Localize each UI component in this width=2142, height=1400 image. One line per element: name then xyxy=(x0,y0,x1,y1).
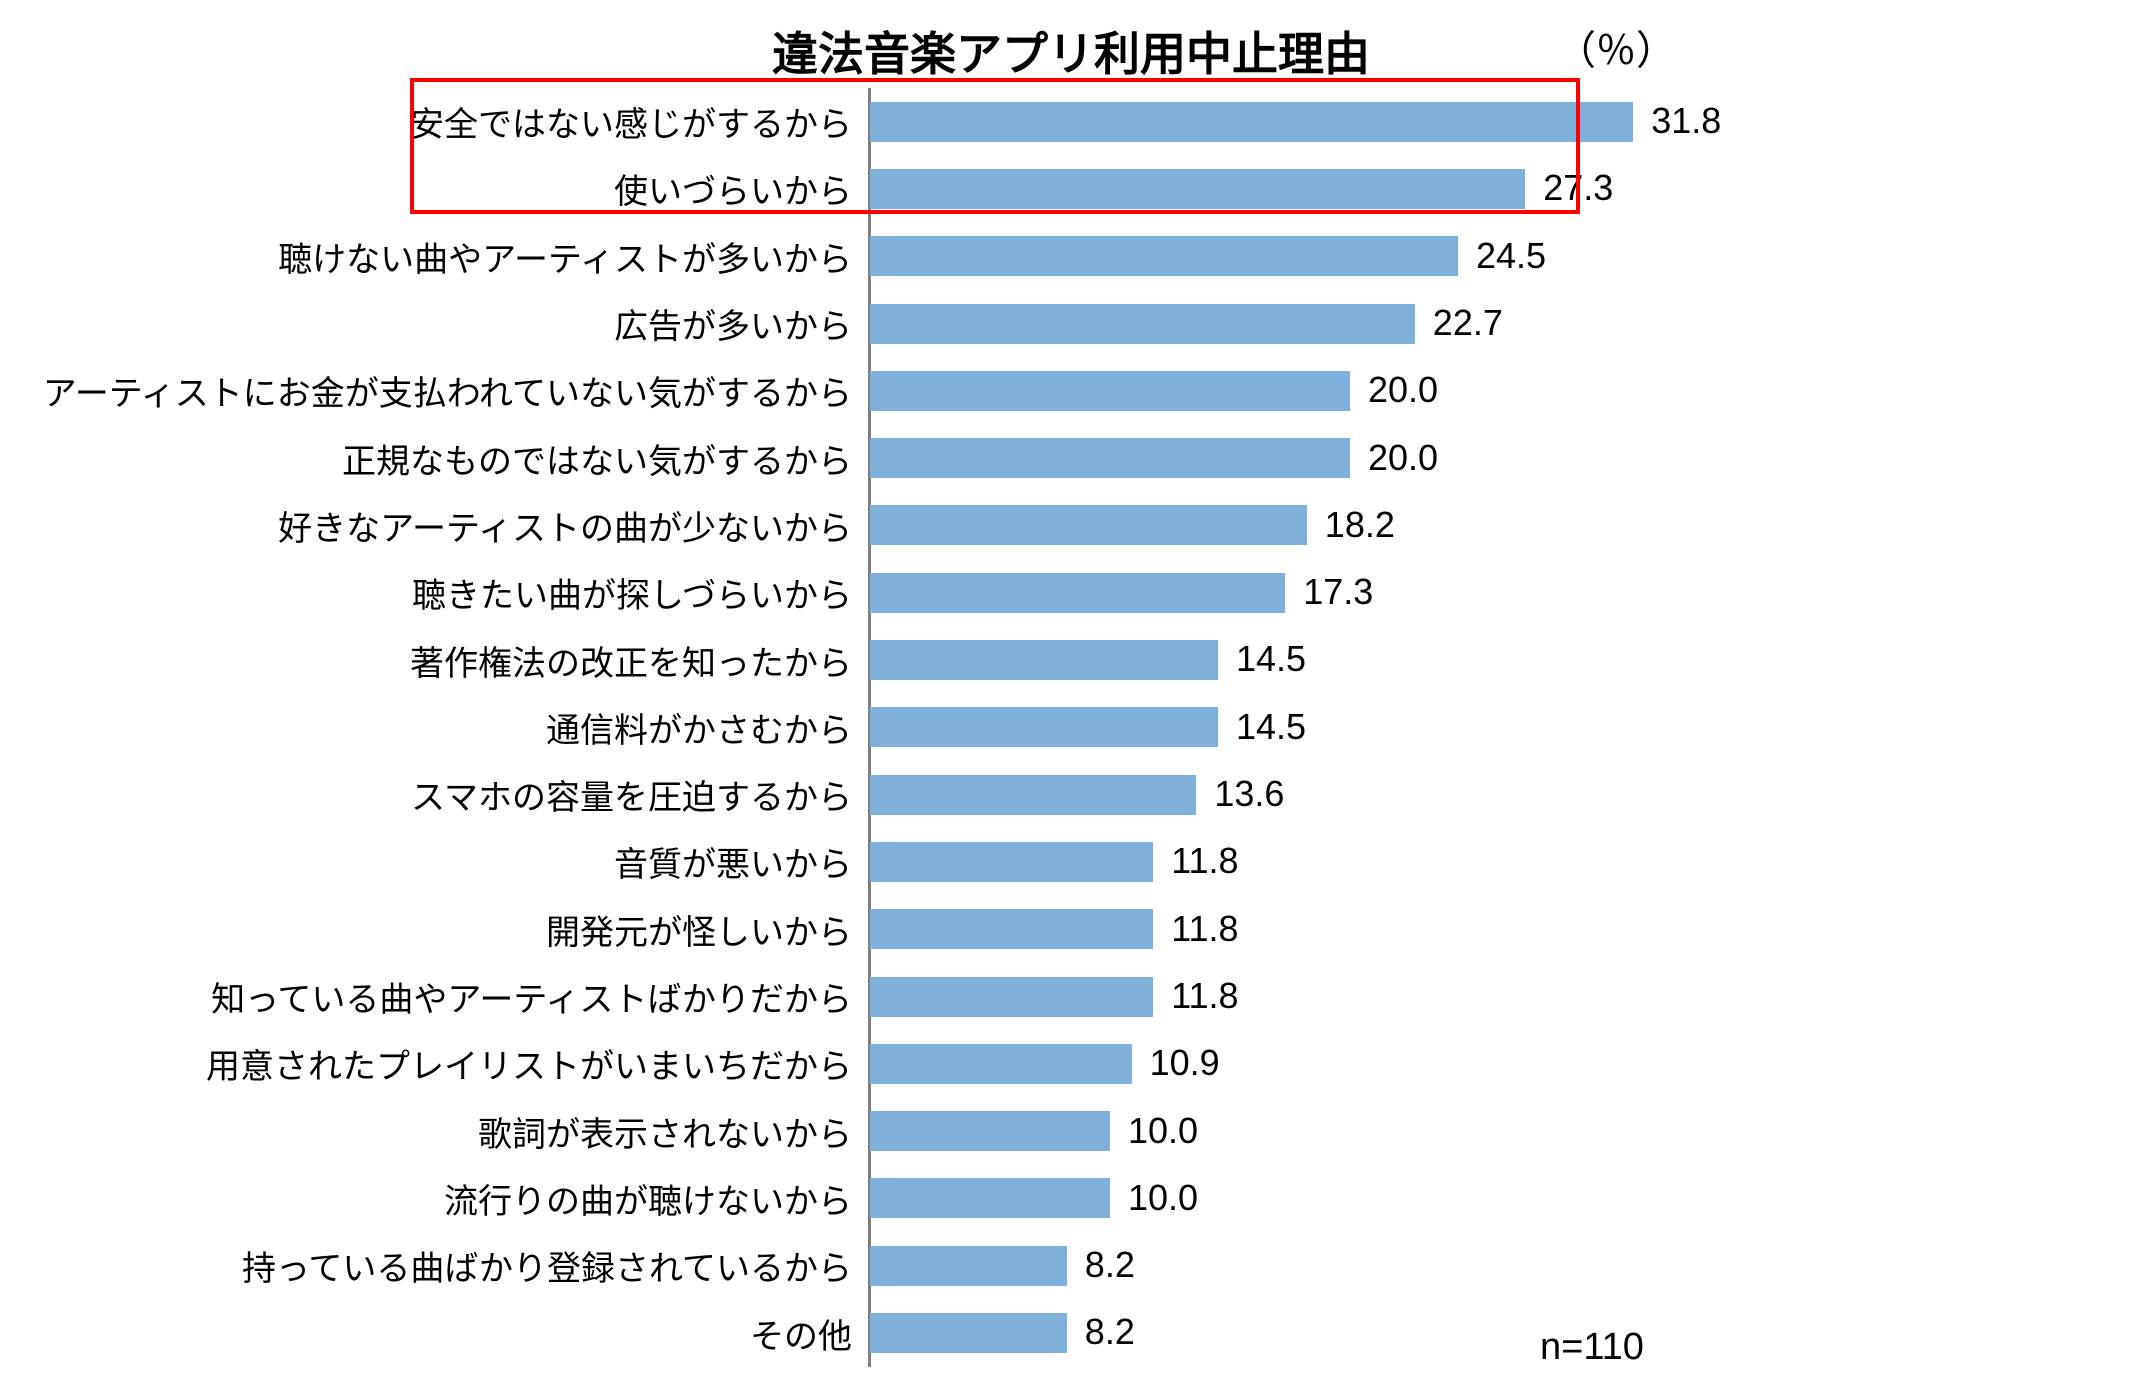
category-label: スマホの容量を圧迫するから xyxy=(411,770,870,819)
category-label: 著作権法の改正を知ったから xyxy=(410,636,870,685)
value-label: 31.8 xyxy=(1651,100,1721,142)
bar-row: 使いづらいから27.3 xyxy=(870,155,2070,222)
bar-row: 開発元が怪しいから11.8 xyxy=(870,896,2070,963)
value-label: 24.5 xyxy=(1476,235,1546,277)
value-label: 20.0 xyxy=(1368,437,1438,479)
chart-plot-area: 安全ではない感じがするから31.8使いづらいから27.3聴けない曲やアーティスト… xyxy=(870,88,2070,1368)
bar xyxy=(870,169,1525,209)
value-label: 27.3 xyxy=(1543,167,1613,209)
bar-row: 著作権法の改正を知ったから14.5 xyxy=(870,626,2070,693)
bar xyxy=(870,1246,1067,1286)
bar xyxy=(870,371,1350,411)
category-label: 開発元が怪しいから xyxy=(546,905,870,954)
bar xyxy=(870,573,1285,613)
category-label: 聴けない曲やアーティストが多いから xyxy=(278,232,870,281)
bar-row: 用意されたプレイリストがいまいちだから10.9 xyxy=(870,1030,2070,1097)
bar-row: 音質が悪いから11.8 xyxy=(870,828,2070,895)
category-label: 歌詞が表示されないから xyxy=(478,1107,870,1156)
bar xyxy=(870,505,1307,545)
category-label: 正規なものではない気がするから xyxy=(342,434,870,483)
bar-row: 好きなアーティストの曲が少ないから18.2 xyxy=(870,492,2070,559)
value-label: 20.0 xyxy=(1368,369,1438,411)
category-label: 通信料がかさむから xyxy=(546,703,870,752)
category-label: 聴きたい曲が探しづらいから xyxy=(412,568,870,617)
bar xyxy=(870,775,1196,815)
value-label: 14.5 xyxy=(1236,706,1306,748)
bar xyxy=(870,1111,1110,1151)
category-label: 持っている曲ばかり登録されているから xyxy=(242,1241,870,1290)
bar-row: 持っている曲ばかり登録されているから8.2 xyxy=(870,1232,2070,1299)
bar-row: 正規なものではない気がするから20.0 xyxy=(870,425,2070,492)
category-label: アーティストにお金が支払われていない気がするから xyxy=(43,366,870,415)
chart-title: 違法音楽アプリ利用中止理由 xyxy=(0,18,2142,84)
bar-row: 広告が多いから22.7 xyxy=(870,290,2070,357)
bar-row: アーティストにお金が支払われていない気がするから20.0 xyxy=(870,357,2070,424)
bar-row: 知っている曲やアーティストばかりだから11.8 xyxy=(870,963,2070,1030)
bar xyxy=(870,236,1458,276)
category-label: 知っている曲やアーティストばかりだから xyxy=(211,972,870,1021)
value-label: 11.8 xyxy=(1171,908,1238,950)
bar-row: 安全ではない感じがするから31.8 xyxy=(870,88,2070,155)
category-label: 好きなアーティストの曲が少ないから xyxy=(278,501,870,550)
bar-row: 聴きたい曲が探しづらいから17.3 xyxy=(870,559,2070,626)
bar-row: 聴けない曲やアーティストが多いから24.5 xyxy=(870,223,2070,290)
value-label: 8.2 xyxy=(1085,1311,1135,1353)
value-label: 10.0 xyxy=(1128,1177,1198,1219)
bar xyxy=(870,1044,1132,1084)
bar xyxy=(870,304,1415,344)
bar xyxy=(870,842,1153,882)
category-label: 安全ではない感じがするから xyxy=(410,97,870,146)
bar-row: 歌詞が表示されないから10.0 xyxy=(870,1098,2070,1165)
bar xyxy=(870,909,1153,949)
category-label: その他 xyxy=(750,1309,870,1358)
value-label: 8.2 xyxy=(1085,1244,1135,1286)
value-label: 10.9 xyxy=(1150,1042,1220,1084)
bar-row: その他8.2 xyxy=(870,1299,2070,1366)
bar xyxy=(870,1313,1067,1353)
bar xyxy=(870,707,1218,747)
bar xyxy=(870,438,1350,478)
category-label: 使いづらいから xyxy=(614,164,870,213)
bar-row: 流行りの曲が聴けないから10.0 xyxy=(870,1165,2070,1232)
bar xyxy=(870,1178,1110,1218)
category-label: 用意されたプレイリストがいまいちだから xyxy=(206,1039,870,1088)
bar-row: スマホの容量を圧迫するから13.6 xyxy=(870,761,2070,828)
category-label: 音質が悪いから xyxy=(614,837,870,886)
bar xyxy=(870,977,1153,1017)
bar xyxy=(870,640,1218,680)
category-label: 広告が多いから xyxy=(614,299,870,348)
value-label: 10.0 xyxy=(1128,1110,1198,1152)
bar xyxy=(870,102,1633,142)
value-label: 22.7 xyxy=(1433,302,1503,344)
bar-row: 通信料がかさむから14.5 xyxy=(870,694,2070,761)
value-label: 18.2 xyxy=(1325,504,1395,546)
value-label: 13.6 xyxy=(1214,773,1284,815)
value-label: 11.8 xyxy=(1171,975,1238,1017)
value-label: 11.8 xyxy=(1171,840,1238,882)
category-label: 流行りの曲が聴けないから xyxy=(444,1174,870,1223)
unit-label: （％） xyxy=(1556,18,1676,76)
value-label: 14.5 xyxy=(1236,638,1306,680)
value-label: 17.3 xyxy=(1303,571,1373,613)
